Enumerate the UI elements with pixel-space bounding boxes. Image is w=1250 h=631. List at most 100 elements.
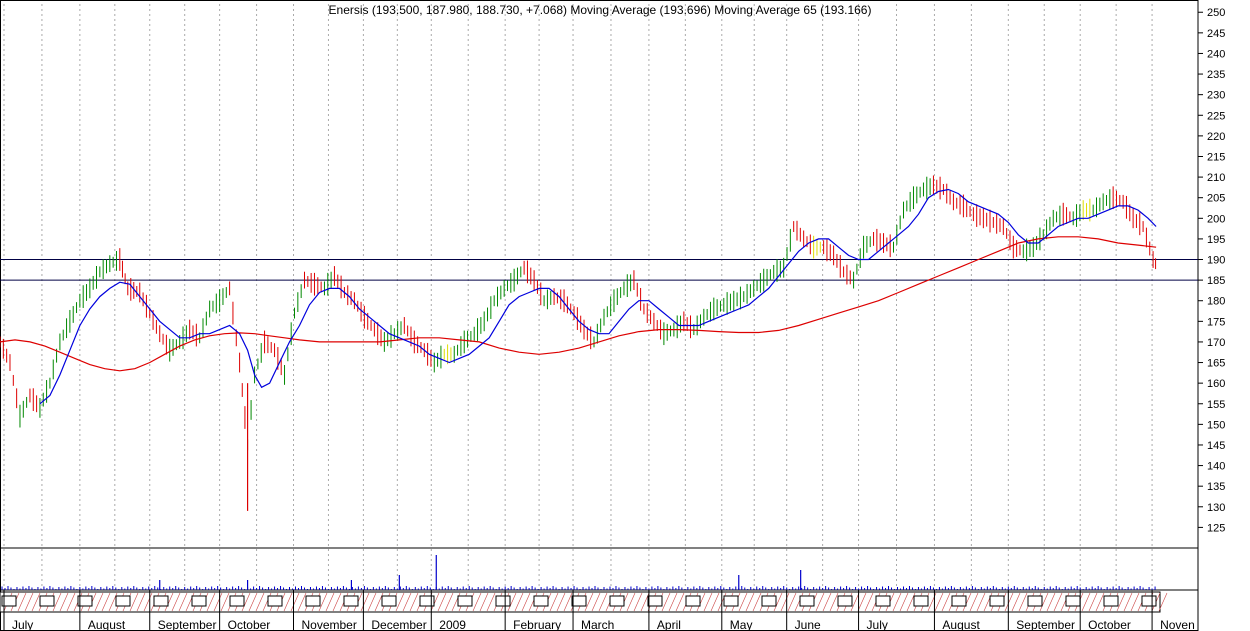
hatch — [367, 592, 377, 612]
hatch — [780, 592, 790, 612]
hatch — [213, 592, 223, 612]
hatch — [430, 592, 440, 612]
time-block — [229, 595, 245, 607]
month-label: November — [301, 618, 356, 631]
hatch — [52, 592, 62, 612]
hatch — [850, 592, 860, 612]
hatch — [1004, 592, 1014, 612]
hatch — [1011, 592, 1021, 612]
y-tick-label: 245 — [1207, 28, 1225, 40]
hatch — [787, 592, 797, 612]
time-block — [77, 595, 93, 607]
hatch — [206, 592, 216, 612]
hatch — [94, 592, 104, 612]
hatch — [1130, 592, 1140, 612]
month-label: February — [513, 618, 561, 631]
hatch — [171, 592, 181, 612]
ma-short-line — [39, 188, 1157, 405]
time-block — [305, 595, 321, 607]
hatch — [290, 592, 300, 612]
hatch — [360, 592, 370, 612]
y-tick-label: 215 — [1207, 151, 1225, 163]
month-label: September — [1016, 618, 1075, 631]
hatch — [220, 592, 230, 612]
hatch — [409, 592, 419, 612]
y-tick-label: 190 — [1207, 255, 1225, 267]
hatch — [941, 592, 951, 612]
hatch — [164, 592, 174, 612]
time-block — [571, 595, 587, 607]
hatch — [59, 592, 69, 612]
time-block — [647, 595, 663, 607]
time-block — [951, 595, 967, 607]
time-block — [533, 595, 549, 607]
month-label: September — [158, 618, 217, 631]
moving-average-short — [39, 188, 1157, 405]
month-label: Noven — [1160, 618, 1195, 631]
y-tick-label: 235 — [1207, 69, 1225, 81]
hatch — [101, 592, 111, 612]
x-axis: July August September October November Decemb… — [0, 590, 1195, 631]
hatch — [738, 592, 748, 612]
hatch — [241, 592, 251, 612]
hatch — [17, 592, 27, 612]
y-tick-label: 145 — [1207, 440, 1225, 452]
hatch — [129, 592, 139, 612]
month-label: July — [867, 618, 888, 631]
y-tick-label: 250 — [1207, 7, 1225, 19]
time-block — [39, 595, 55, 607]
hatch — [479, 592, 489, 612]
month-label: October — [228, 618, 271, 631]
y-axis: 125 130 135 140 145 150 155 160 165 170 175 180 185 1… — [1198, 7, 1225, 534]
y-tick-label: 160 — [1207, 378, 1225, 390]
hatch — [178, 592, 188, 612]
time-block — [837, 595, 853, 607]
hatch — [248, 592, 258, 612]
hatch — [745, 592, 755, 612]
y-tick-label: 165 — [1207, 358, 1225, 370]
y-tick-label: 240 — [1207, 48, 1225, 60]
ma-long-line — [0, 236, 1157, 372]
month-label: May — [730, 618, 753, 631]
time-block — [685, 595, 701, 607]
time-block — [1141, 595, 1157, 607]
y-tick-label: 135 — [1207, 481, 1225, 493]
hatch — [864, 592, 874, 612]
time-block — [1027, 595, 1043, 607]
y-tick-label: 180 — [1207, 296, 1225, 308]
hatch — [1018, 592, 1028, 612]
y-tick-label: 170 — [1207, 337, 1225, 349]
y-tick-label: 200 — [1207, 213, 1225, 225]
time-block — [913, 595, 929, 607]
hatch — [1158, 592, 1168, 612]
y-tick-label: 210 — [1207, 172, 1225, 184]
time-block — [1, 595, 17, 607]
hatch — [1081, 592, 1091, 612]
hatch — [1095, 592, 1105, 612]
time-block — [343, 595, 359, 607]
hatch — [507, 592, 517, 612]
y-tick-label: 195 — [1207, 234, 1225, 246]
hatch — [969, 592, 979, 612]
hatch — [675, 592, 685, 612]
hatch — [143, 592, 153, 612]
time-block — [115, 595, 131, 607]
time-block — [1065, 595, 1081, 607]
horizontal-levels — [0, 259, 1198, 549]
month-label: July — [12, 618, 33, 631]
hatch — [696, 592, 706, 612]
time-block — [1103, 595, 1119, 607]
hatch — [591, 592, 601, 612]
hatch — [626, 592, 636, 612]
y-tick-label: 230 — [1207, 90, 1225, 102]
hatch — [934, 592, 944, 612]
hatch — [668, 592, 678, 612]
y-tick-label: 125 — [1207, 522, 1225, 534]
time-block — [875, 595, 891, 607]
hatch — [486, 592, 496, 612]
hatch — [1053, 592, 1063, 612]
month-label: August — [942, 618, 980, 631]
time-block — [723, 595, 739, 607]
y-tick-label: 225 — [1207, 110, 1225, 122]
